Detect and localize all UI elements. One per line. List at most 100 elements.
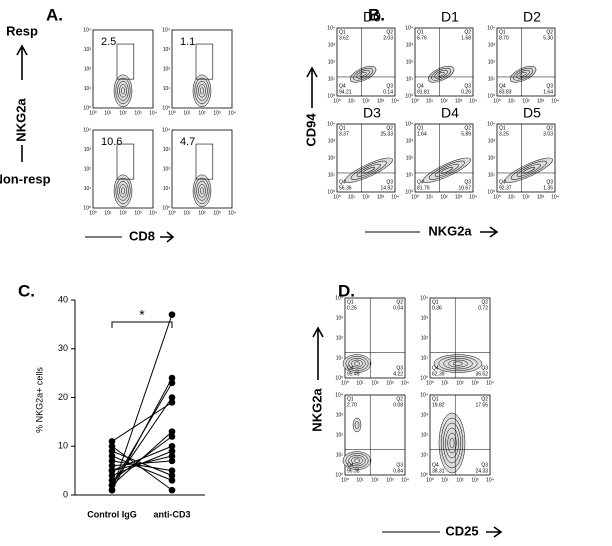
y-tick-label: 10²: [84, 66, 92, 72]
y-tick-label: 10³: [163, 47, 171, 53]
contour: [349, 65, 377, 83]
x-tick-label: 10¹: [508, 194, 516, 200]
y-tick-label: 10²: [488, 155, 496, 161]
x-tick-label: 10¹: [441, 380, 449, 386]
y-tick-label: 10¹: [336, 355, 344, 361]
y-tick-label: 10⁴: [420, 295, 428, 301]
contour: [342, 354, 372, 373]
quadrant-name: Q4: [432, 462, 439, 468]
y-tick-label: 10⁰: [327, 93, 335, 99]
x-tick-label: 10²: [362, 98, 370, 104]
data-point: [168, 374, 176, 382]
x-tick-label: 10⁴: [401, 477, 409, 483]
panel-label: D.: [338, 281, 355, 300]
y-tick-label: 10⁰: [162, 105, 170, 111]
y-tick-label: 10²: [406, 155, 414, 161]
plot-title: D5: [523, 105, 541, 121]
y-tick-label: 10⁰: [162, 205, 170, 211]
x-tick-label: 10¹: [356, 477, 364, 483]
contour: [447, 432, 457, 454]
data-point: [108, 462, 116, 470]
data-point: [108, 477, 116, 484]
pair-line: [111, 382, 173, 486]
plot-frame: [336, 27, 396, 97]
quadrant-value: 81.79: [417, 185, 430, 191]
y-tick-label: 10²: [421, 432, 429, 438]
y-tick-label: 10⁰: [83, 105, 91, 111]
contour: [443, 357, 473, 370]
quadrant-value: 1.68: [461, 35, 471, 41]
quadrant-value: 3.62: [339, 35, 349, 41]
quadrant-name: Q3: [481, 462, 488, 468]
x-tick-label: 10¹: [508, 98, 516, 104]
x-tick-label: 10²: [362, 194, 370, 200]
y-tick-label: 10⁴: [405, 25, 413, 31]
x-tick-label: 10⁰: [426, 477, 434, 483]
contour: [348, 357, 366, 370]
x-tick-label: 10¹: [356, 380, 364, 386]
contour: [433, 354, 483, 373]
x-tick-label: 10⁴: [228, 110, 236, 116]
contour: [113, 74, 133, 108]
gate-value: 10.6: [101, 136, 122, 148]
data-point: [168, 452, 176, 460]
x-tick-label: 10¹: [441, 477, 449, 483]
arrow: [312, 326, 324, 380]
quadrant-value: 0.72: [478, 305, 488, 311]
x-tick-label: 10⁰: [411, 194, 419, 200]
contour: [348, 454, 366, 467]
row-label: Resp: [6, 23, 38, 38]
quadrant-value: 1.64: [417, 131, 427, 137]
x-tick-label: 10⁰: [89, 210, 97, 216]
x-tick-label: 10⁰: [426, 380, 434, 386]
plot-title: D1: [441, 9, 459, 25]
quadrant-name: Q1: [432, 396, 439, 402]
y-tick-label: 10⁴: [420, 392, 428, 398]
x-tick-label: 10³: [134, 210, 142, 216]
contour: [198, 184, 206, 198]
contour: [351, 456, 363, 465]
x-tick-label: 10⁴: [551, 98, 559, 104]
x-tick-label: 10¹: [426, 194, 434, 200]
y-tick-label: 10²: [336, 432, 344, 438]
arrow: [306, 66, 318, 108]
y-tick-label: 10²: [488, 59, 496, 65]
contour: [353, 361, 361, 366]
quadrant-value: 1.35: [543, 185, 553, 191]
y-tick-label: 10²: [328, 155, 336, 161]
y-tick-label: 10³: [328, 42, 336, 48]
quadrant-value: 1.64: [543, 89, 553, 95]
pair-line: [111, 397, 173, 486]
contour: [452, 361, 464, 366]
contour: [199, 87, 205, 95]
x-tick-label: 10⁰: [341, 477, 349, 483]
y-tick-label: 10¹: [488, 172, 496, 178]
significance: *: [139, 307, 145, 323]
data-point: [168, 311, 176, 318]
y-tick-label: 10¹: [336, 452, 344, 458]
gate: [116, 43, 135, 80]
contour: [196, 180, 208, 201]
quadrant-name: Q1: [339, 125, 346, 131]
x-tick-label: 10¹: [104, 110, 112, 116]
data-point: [168, 486, 176, 494]
data-point: [168, 442, 176, 450]
y-tick-label: 10²: [163, 66, 171, 72]
x-tick-label: 10³: [213, 110, 221, 116]
y-tick-label: 10¹: [406, 172, 414, 178]
gate: [195, 43, 214, 80]
gate-value: 4.7: [180, 136, 195, 148]
y-tick-label: 10³: [406, 138, 414, 144]
quadrant-value: 5.89: [461, 131, 471, 137]
y-axis-label: % NKG2a+ cells: [34, 367, 44, 433]
quadrant-name: Q3: [546, 83, 553, 89]
quadrant-value: 56.36: [339, 185, 352, 191]
plot-frame: [414, 27, 474, 97]
y-tick-label: 30: [58, 343, 68, 353]
x-tick-label: 10³: [455, 98, 463, 104]
y-tick-label: 10⁴: [405, 121, 413, 127]
contour: [192, 74, 212, 108]
quadrant-value: 5.30: [543, 35, 553, 41]
contour: [119, 184, 127, 198]
